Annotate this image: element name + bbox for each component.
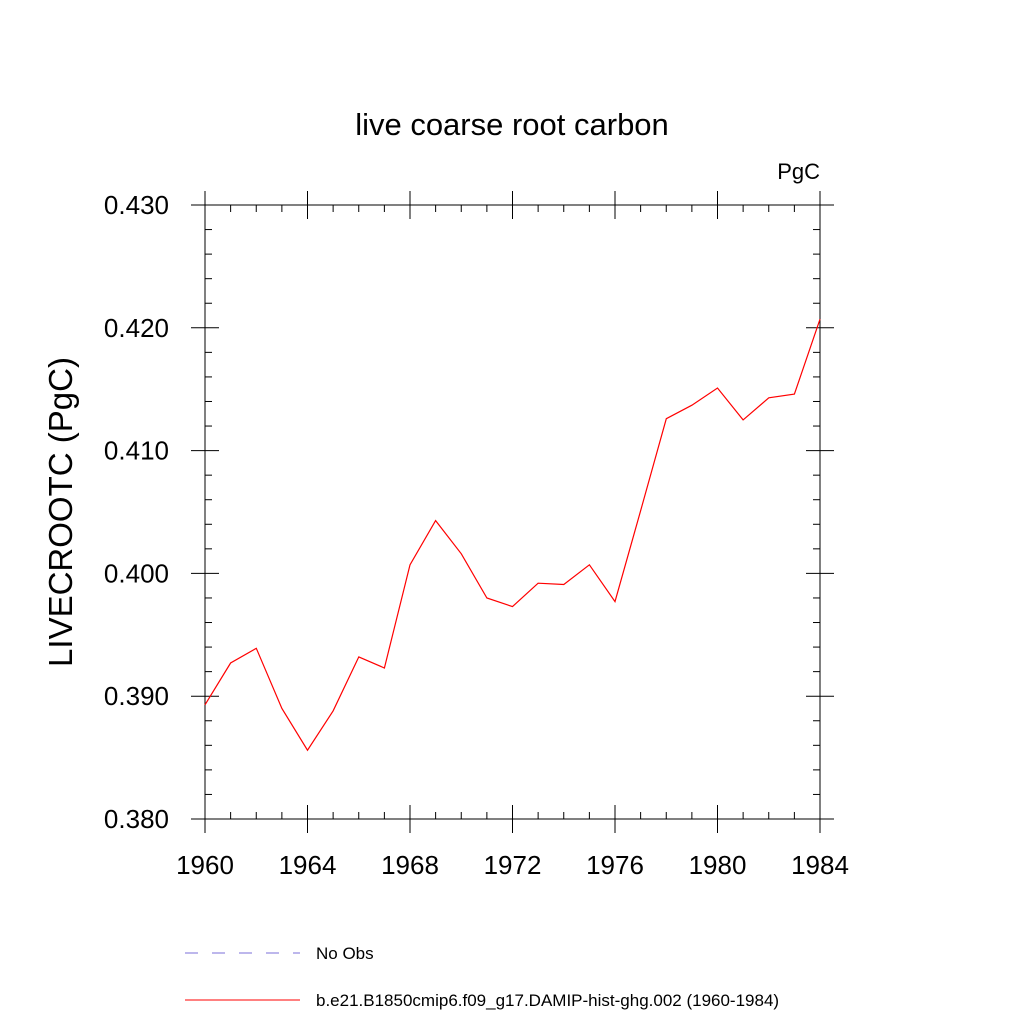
units-label: PgC bbox=[777, 159, 820, 184]
y-axis-label: LIVECROOTC (PgC) bbox=[42, 357, 79, 667]
series-layer bbox=[204, 319, 821, 752]
x-tick-label: 1968 bbox=[381, 850, 439, 880]
chart-title: live coarse root carbon bbox=[355, 107, 669, 142]
y-tick-label: 0.410 bbox=[104, 436, 169, 466]
plot-frame bbox=[204, 204, 821, 820]
x-tick-label: 1980 bbox=[689, 850, 747, 880]
legend: No Obs b.e21.B1850cmip6.f09_g17.DAMIP-his… bbox=[185, 944, 779, 1010]
x-tick-label: 1984 bbox=[791, 850, 849, 880]
legend-label-1: b.e21.B1850cmip6.f09_g17.DAMIP-hist-ghg.… bbox=[316, 991, 779, 1010]
axis-tick-labels: 1960 1964 1968 1972 1976 1980 1984 0.380 0.390 0.… bbox=[104, 190, 849, 880]
x-tick-label: 1964 bbox=[279, 850, 337, 880]
y-tick-label: 0.420 bbox=[104, 313, 169, 343]
y-tick-label: 0.390 bbox=[104, 681, 169, 711]
x-tick-label: 1960 bbox=[176, 850, 234, 880]
x-tick-label: 1972 bbox=[484, 850, 542, 880]
x-tick-label: 1976 bbox=[586, 850, 644, 880]
y-tick-label: 0.380 bbox=[104, 804, 169, 834]
y-tick-label: 0.400 bbox=[104, 558, 169, 588]
axis-ticks bbox=[191, 191, 834, 833]
legend-label-0: No Obs bbox=[316, 944, 374, 963]
series-line-0 bbox=[204, 319, 821, 752]
y-tick-label: 0.430 bbox=[104, 190, 169, 220]
